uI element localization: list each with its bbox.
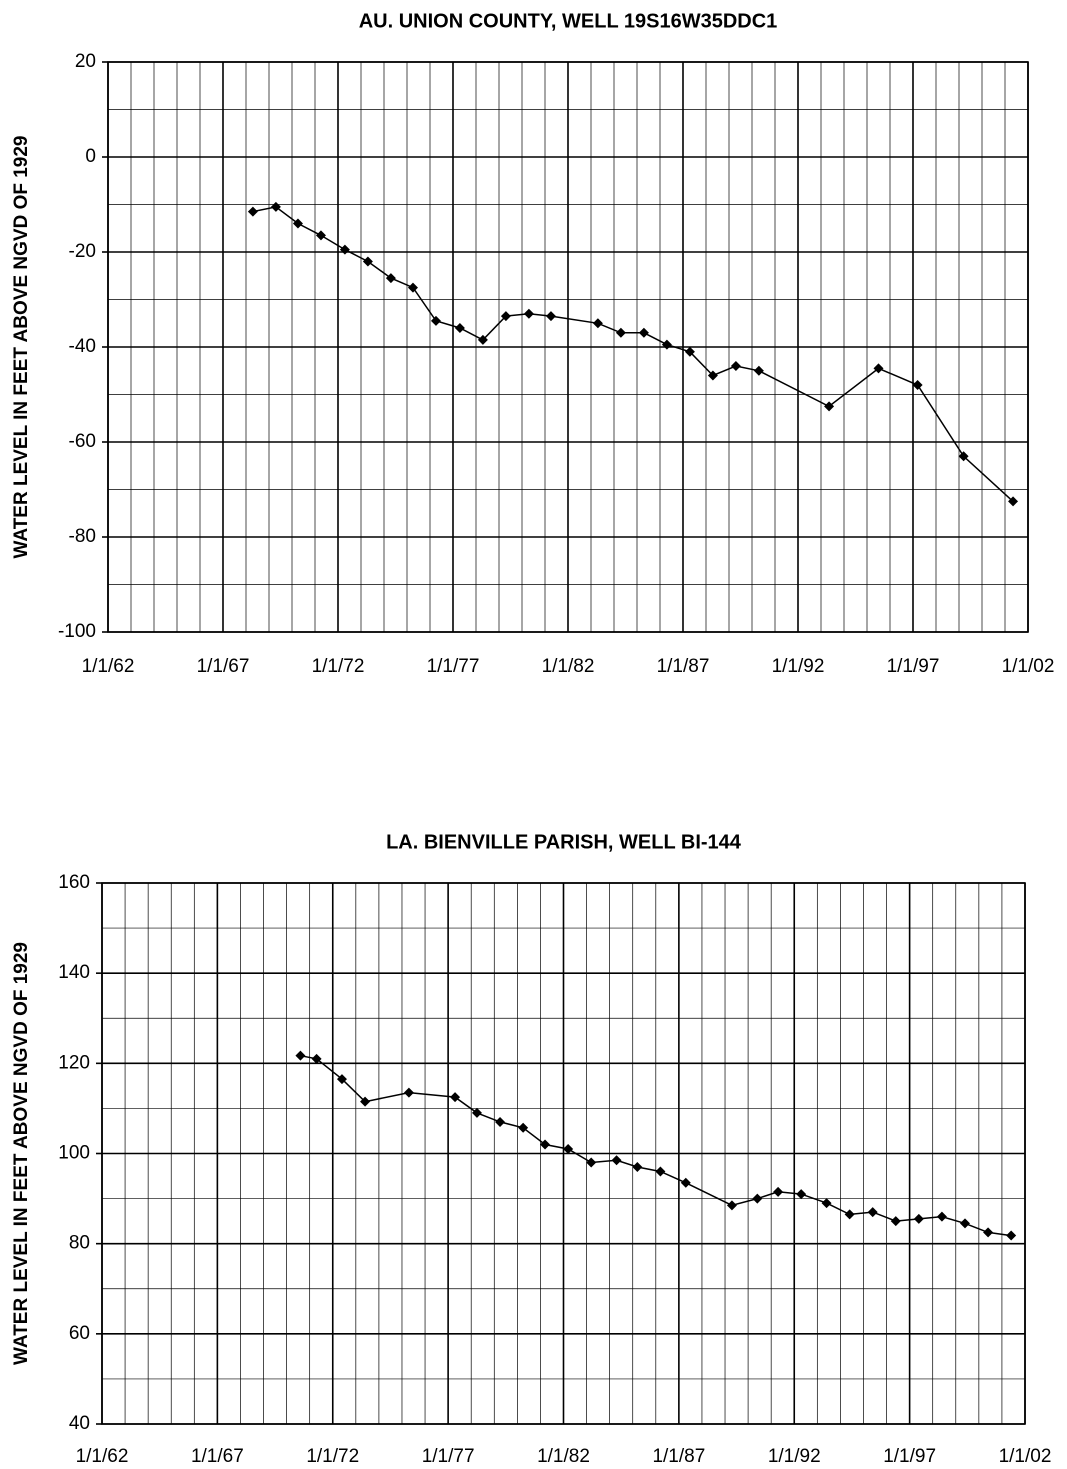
x-tick-label: 1/1/72 [306,1446,359,1467]
data-point [563,1143,574,1154]
x-tick-label: 1/1/87 [657,656,710,677]
x-tick-label: 1/1/97 [883,1446,936,1467]
x-tick-label: 1/1/67 [197,656,250,677]
data-point [983,1227,994,1238]
data-point [311,1053,322,1064]
y-tick-label: 20 [75,51,96,72]
x-tick-label: 1/1/02 [1002,656,1055,677]
data-point [890,1216,901,1227]
data-point [518,1122,529,1133]
data-point [430,315,441,326]
plot-frame [101,882,1026,1425]
y-tick-label: 80 [69,1233,90,1254]
y-tick-label: -60 [69,431,96,452]
chart-title: AU. UNION COUNTY, WELL 19S16W35DDC1 [359,10,778,32]
y-axis-label: WATER LEVEL IN FEET ABOVE NGVD OF 1929 [11,135,32,558]
data-point [773,1186,784,1197]
data-point [385,273,396,284]
x-tick-label: 1/1/97 [887,656,940,677]
y-tick-label: 160 [58,872,90,893]
data-point [523,308,534,319]
x-tick-label: 1/1/72 [312,656,365,677]
data-line [252,206,1014,502]
x-tick-label: 1/1/62 [76,1446,129,1467]
data-point [477,334,488,345]
data-point [295,1050,306,1061]
data-point [707,370,718,381]
y-tick-label: -20 [69,241,96,262]
x-tick-label: 1/1/67 [191,1446,244,1467]
data-point [592,318,603,329]
data-point [339,244,350,255]
x-tick-label: 1/1/82 [537,1446,590,1467]
data-point [611,1155,622,1166]
data-point [960,1218,971,1229]
data-point [315,230,326,241]
y-tick-label: 0 [85,146,96,167]
y-tick-label: -80 [69,526,96,547]
data-point [936,1211,947,1222]
data-point [844,1209,855,1220]
data-point [362,256,373,267]
data-point [684,346,695,357]
data-point [873,363,884,374]
data-point [958,451,969,462]
data-point [753,365,764,376]
data-point [360,1096,371,1107]
data-point [638,327,649,338]
data-point [655,1166,666,1177]
data-point [1008,496,1019,507]
x-tick-label: 1/1/92 [772,656,825,677]
x-tick-label: 1/1/62 [82,656,135,677]
plot-frame [107,61,1029,633]
data-point [632,1162,643,1173]
data-point [796,1189,807,1200]
y-tick-label: 60 [69,1323,90,1344]
x-tick-label: 1/1/02 [999,1446,1052,1467]
y-tick-label: 40 [69,1413,90,1434]
data-point [615,327,626,338]
x-tick-label: 1/1/82 [542,656,595,677]
y-tick-label: -40 [69,336,96,357]
data-point [913,1213,924,1224]
y-tick-label: 100 [58,1143,90,1164]
data-point [270,201,281,212]
data-point [403,1087,414,1098]
data-point [912,380,923,390]
data-point [454,323,465,333]
data-point [545,311,556,322]
data-point [292,218,303,229]
data-point [661,339,672,350]
data-point [407,282,418,293]
y-tick-label: 140 [58,962,90,983]
x-tick-label: 1/1/87 [652,1446,705,1467]
x-tick-label: 1/1/92 [768,1446,821,1467]
data-point [1006,1230,1017,1241]
data-point [495,1116,506,1127]
chart-title: LA. BIENVILLE PARISH, WELL BI-144 [386,831,742,853]
data-point [540,1139,551,1150]
y-tick-label: -100 [58,621,96,642]
data-point [726,1200,737,1211]
data-point [586,1157,597,1168]
data-point [336,1074,347,1085]
data-point [450,1092,461,1103]
data-point [867,1207,878,1218]
data-point [247,206,258,217]
data-point [824,401,835,412]
data-point [500,311,511,322]
data-point [471,1107,482,1118]
y-axis-label: WATER LEVEL IN FEET ABOVE NGVD OF 1929 [11,942,32,1365]
data-point [680,1177,691,1188]
data-point [821,1198,832,1209]
y-tick-label: 120 [58,1052,90,1073]
data-point [752,1193,763,1204]
x-tick-label: 1/1/77 [427,656,480,677]
data-point [730,361,741,371]
x-tick-label: 1/1/77 [422,1446,475,1467]
